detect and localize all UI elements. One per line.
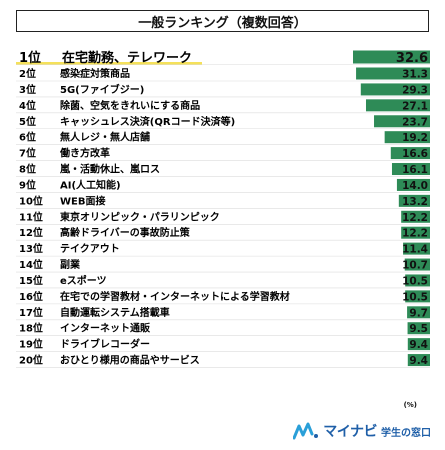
category-label: 東京オリンピック・パラリンピック — [60, 210, 220, 223]
category-label: 在宅での学習教材・インターネットによる学習教材 — [60, 290, 290, 303]
category-label: 感染症対策商品 — [60, 67, 130, 80]
bar — [353, 50, 430, 64]
rank-label: 9位 — [19, 178, 36, 191]
rank-label: 15位 — [19, 274, 43, 287]
category-label: AI(人工知能) — [60, 178, 121, 191]
logo-sub-text: 学生の窓口 — [381, 427, 431, 439]
category-label: 働き方改革 — [59, 147, 110, 160]
rank-label: 6位 — [19, 131, 36, 144]
data-label: 19.2 — [402, 132, 428, 144]
rank-label: 2位 — [19, 67, 36, 80]
category-label: テイクアウト — [60, 243, 120, 255]
mynavi-logo: マイナビ 学生の窓口 — [293, 421, 431, 441]
category-label: WEB面接 — [60, 194, 105, 207]
data-label: 23.7 — [402, 116, 428, 128]
unit-label: (%) — [403, 401, 417, 409]
data-label: 10.5 — [402, 275, 428, 287]
rank-label: 7位 — [19, 147, 36, 160]
rank-label: 10位 — [19, 194, 43, 207]
rank-label: 19位 — [19, 338, 43, 351]
category-label: 無人レジ・無人店舗 — [60, 131, 150, 144]
bar — [407, 338, 430, 351]
rank-label: 11位 — [19, 210, 43, 223]
rank-label: 18位 — [19, 322, 43, 335]
data-label: 9.4 — [409, 339, 428, 351]
data-label: 9.4 — [409, 355, 428, 367]
data-label: 12.2 — [402, 212, 428, 224]
bar — [405, 290, 430, 303]
bar — [405, 274, 430, 287]
category-label: 高齢ドライバーの事故防止策 — [60, 226, 191, 239]
bar — [390, 147, 430, 160]
rank-label: 4位 — [19, 99, 36, 112]
bar — [391, 163, 430, 176]
data-label: 11.4 — [402, 244, 428, 256]
bar — [407, 306, 430, 319]
bar — [374, 115, 430, 128]
bar — [360, 83, 430, 96]
bar — [403, 242, 430, 255]
chart-title: 一般ランキング（複数回答） — [16, 10, 429, 32]
bar — [401, 226, 430, 239]
data-label: 12.2 — [402, 228, 428, 240]
data-label: 13.2 — [402, 196, 428, 208]
bar — [407, 354, 430, 367]
category-label: 5G(ファイブジー) — [60, 83, 144, 96]
category-label: 副業 — [60, 258, 81, 271]
bar — [384, 131, 430, 144]
data-label: 31.3 — [402, 69, 428, 81]
data-label: 10.7 — [402, 260, 428, 272]
category-label: 嵐・活動休止、嵐ロス — [60, 163, 160, 176]
rank-label: 8位 — [19, 163, 36, 176]
category-label: 除菌、空気をきれいにする商品 — [60, 99, 200, 112]
rank-label: 17位 — [19, 306, 43, 319]
rank-label: 13位 — [19, 242, 43, 255]
rank-label: 12位 — [19, 226, 43, 239]
category-label: 自動運転システム搭載車 — [60, 306, 170, 319]
rank-label: 3位 — [19, 83, 36, 96]
category-label: おひとり様用の商品やサービス — [60, 354, 200, 367]
data-label: 29.3 — [402, 84, 428, 96]
bar — [365, 99, 430, 112]
data-label: 9.5 — [409, 323, 428, 335]
category-label: キャッシュレス決済(QRコード決済等) — [60, 115, 235, 128]
rank-label: 16位 — [19, 290, 43, 303]
data-label: 16.1 — [402, 164, 428, 176]
bar — [356, 67, 430, 80]
top-item-highlight — [16, 62, 202, 65]
bar — [401, 210, 430, 223]
data-label: 14.0 — [402, 180, 428, 192]
rank-label: 5位 — [19, 115, 36, 128]
mynavi-logo-icon — [293, 422, 319, 440]
bar — [396, 178, 430, 191]
rank-label: 14位 — [19, 258, 43, 271]
rank-label: 1位 — [19, 50, 41, 66]
data-label: 32.6 — [396, 51, 428, 66]
rank-label: 20位 — [19, 354, 43, 367]
bar — [398, 194, 430, 207]
data-label: 10.5 — [402, 291, 428, 303]
bar — [407, 322, 430, 335]
category-label: eスポーツ — [60, 274, 107, 287]
category-label: インターネット通販 — [60, 322, 151, 335]
data-label: 27.1 — [402, 100, 428, 112]
data-label: 9.7 — [409, 307, 428, 319]
data-label: 16.6 — [402, 148, 428, 160]
bar — [404, 258, 430, 271]
category-label: 在宅勤務、テレワーク — [62, 50, 192, 66]
category-label: ドライブレコーダー — [60, 338, 150, 351]
logo-brand-text: マイナビ — [323, 424, 377, 440]
